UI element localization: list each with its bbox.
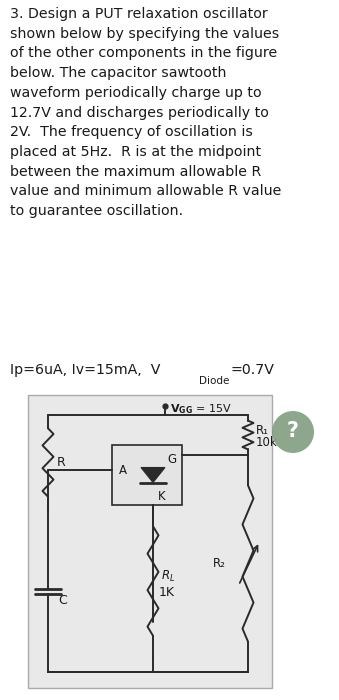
Text: R: R [57,456,66,469]
Bar [112,445,182,505]
Text: R₁: R₁ [256,424,269,437]
Circle shape [272,411,314,453]
Text: $\mathbf{V_{GG}}$ = 15V: $\mathbf{V_{GG}}$ = 15V [170,402,232,416]
Bar [28,395,272,688]
Text: 10k: 10k [256,437,278,449]
Text: G: G [167,453,176,466]
Text: C: C [58,594,67,608]
Text: A: A [119,463,127,477]
Text: 1K: 1K [159,587,175,599]
Text: ?: ? [287,421,299,441]
Text: =0.7V: =0.7V [231,363,275,377]
Text: K: K [158,489,166,503]
Text: 3. Design a PUT relaxation oscillator
shown below by specifying the values
of th: 3. Design a PUT relaxation oscillator sh… [10,7,282,218]
Polygon shape [141,468,165,482]
Text: $R_L$: $R_L$ [161,568,175,584]
Text: Ip=6uA, Iv=15mA,  V: Ip=6uA, Iv=15mA, V [10,363,161,377]
Text: R₂: R₂ [213,557,226,570]
Text: Diode: Diode [199,376,230,386]
